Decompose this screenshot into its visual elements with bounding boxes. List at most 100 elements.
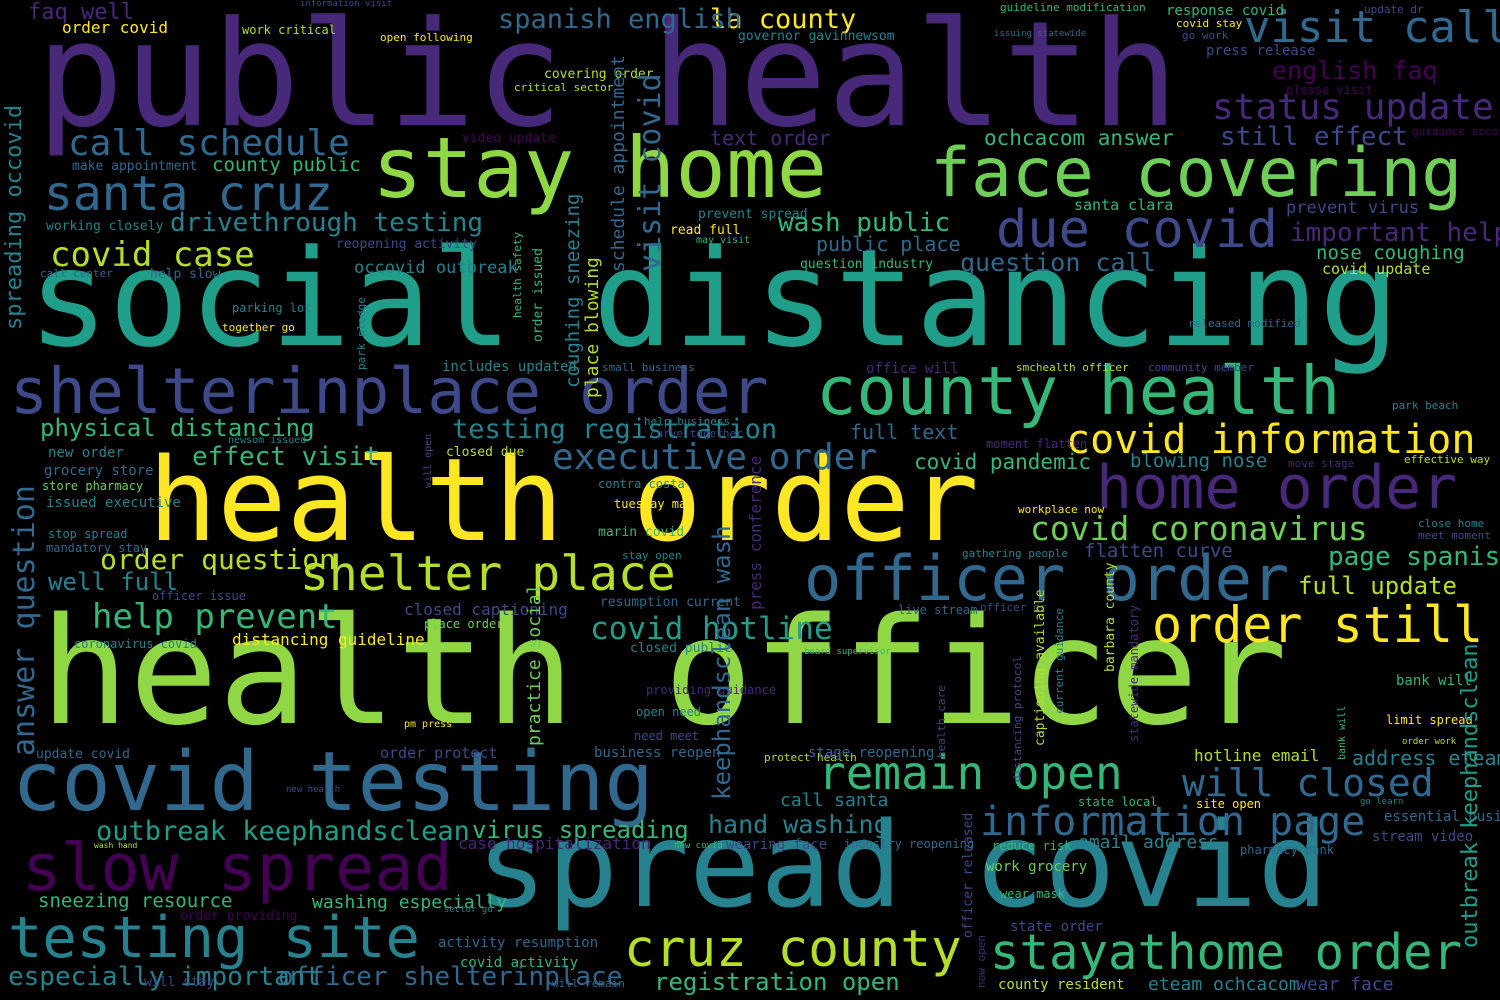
word-officer-order: officer order bbox=[804, 542, 1290, 615]
word-statewide-mandatory: barbara county bbox=[1103, 562, 1118, 672]
word-officer-shelterinplace: outbreak keephandsclean bbox=[96, 816, 470, 847]
word-wash-public: public place bbox=[816, 232, 961, 256]
word-prevent-virus: nose coughing bbox=[1316, 242, 1465, 264]
word-now-open: work grocery bbox=[986, 859, 1088, 875]
word-curve-together: help business bbox=[644, 415, 731, 428]
word-make-appointment: reopening activity bbox=[336, 237, 477, 252]
word-industry-reopening: case hospitalization bbox=[458, 834, 651, 853]
word-smchealth-officer: office will bbox=[866, 361, 959, 377]
word-order-issued: health safety bbox=[511, 231, 524, 318]
word-health-order: health order bbox=[148, 434, 979, 568]
word-answer-question: answer question bbox=[7, 485, 42, 756]
word-washing-especially: sneezing resource bbox=[38, 890, 233, 912]
word-moment-flatten: newsom issued bbox=[228, 435, 307, 446]
word-community-member: smchealth officer bbox=[1016, 361, 1129, 374]
word-english-faq: english faq bbox=[1272, 56, 1438, 85]
word-help-business: park beach bbox=[1392, 399, 1459, 412]
word-workplace-now: effective way bbox=[1404, 453, 1491, 466]
word-flatten-curve: blowing nose bbox=[1130, 450, 1268, 472]
word-email-address: call santa bbox=[780, 790, 889, 811]
word-full-text: keephandsclean wash bbox=[708, 525, 736, 800]
word-distancing-protocol: health care bbox=[935, 685, 948, 758]
word-wear-mask: officer released bbox=[961, 812, 976, 938]
word-covid-coronavirus: covid coronavirus bbox=[1030, 509, 1368, 548]
word-physical-distancing: question call bbox=[960, 248, 1156, 277]
word-slow-spread: slow spread bbox=[22, 831, 453, 906]
word-gathering-people: stay open bbox=[622, 549, 682, 562]
word-please-visit: update dr bbox=[1364, 3, 1424, 16]
word-virus-spreading: full update bbox=[1298, 572, 1457, 600]
word-information-page: information page bbox=[980, 799, 1366, 845]
word-covid-pandemic: full text bbox=[850, 420, 959, 444]
word-limit-spread: pm press bbox=[404, 719, 453, 730]
word-visit-call: visit call bbox=[1244, 2, 1500, 53]
word-testing-registration: physical distancing bbox=[40, 414, 315, 442]
word-stage-reopening: business reopen bbox=[594, 745, 721, 761]
word-important-help: faq well bbox=[28, 0, 134, 25]
word-order-question: hand washing bbox=[708, 810, 889, 839]
word-case-hospitalization: wash hand bbox=[94, 841, 138, 850]
word-question-industry: covid update bbox=[1322, 260, 1431, 278]
word-county-santa: will remain bbox=[552, 977, 625, 990]
word-county-health: county health bbox=[816, 352, 1341, 430]
word-drivethrough-testing: drivethrough testing bbox=[170, 208, 484, 238]
word-park-beach: released modified bbox=[1188, 317, 1301, 330]
word-outbreak-keephandsclean-rotated: outbreak keephandsclean bbox=[1458, 643, 1483, 948]
word-covid-stay: issuing statewide bbox=[994, 29, 1087, 39]
word-small-business: includes updated bbox=[442, 359, 577, 375]
word-full-update: page spanish bbox=[1328, 542, 1500, 572]
word-meet-moment: close home bbox=[1418, 517, 1485, 530]
word-update-dr: go work bbox=[1182, 29, 1229, 42]
word-closed-public: distancing guideline bbox=[232, 630, 425, 649]
word-practice-social: place blowing bbox=[582, 257, 603, 398]
word-covering-order: critical sector bbox=[514, 81, 614, 94]
word-spread-covid: spread covid bbox=[476, 796, 1329, 934]
word-state-local: stage reopening bbox=[808, 745, 935, 761]
word-information-visit: may visit bbox=[696, 235, 751, 246]
word-cruz-county: cruz county bbox=[624, 920, 962, 979]
word-executive-order: executive order bbox=[552, 437, 878, 478]
word-site-open: new health bbox=[286, 785, 341, 795]
word-order-still: order still bbox=[1152, 596, 1484, 654]
word-coronavirus-covid: statewide mandatory bbox=[1127, 604, 1141, 742]
word-open-need: bank will bbox=[1396, 673, 1472, 689]
word-bank-will: current guidance bbox=[1053, 608, 1066, 714]
word-may-visit: read full bbox=[670, 223, 741, 238]
word-store-pharmacy: grocery store bbox=[44, 463, 154, 479]
word-providing-guidance-rotated: bank will bbox=[1337, 705, 1348, 760]
word-live-stream: place order bbox=[424, 617, 504, 631]
word-faq-well: spanish english bbox=[498, 4, 742, 35]
word-due-covid: due covid bbox=[996, 200, 1278, 260]
word-help-slow: working closely bbox=[46, 219, 164, 234]
word-address-eteam: flatten curve bbox=[1084, 540, 1233, 562]
word-effective-way: move stage bbox=[1288, 457, 1355, 470]
word-testing-site: testing site bbox=[8, 905, 420, 971]
word-text-order: still effect bbox=[1220, 122, 1408, 152]
word-covid-information: covid information bbox=[1066, 417, 1476, 463]
word-la-county: especially important bbox=[8, 962, 322, 992]
word-call-center: help slow bbox=[150, 267, 221, 282]
word-resumption-current: officer issue bbox=[152, 589, 246, 603]
word-page-spanish: effect visit bbox=[192, 442, 380, 472]
word-closed-captioning: resumption current bbox=[600, 595, 741, 610]
word-guidance-occovid: please visit bbox=[1286, 83, 1373, 97]
word-go-work: covid stay bbox=[1176, 17, 1243, 30]
word-tuesday-may: contra costa bbox=[598, 477, 685, 491]
word-current-guidance: captioning available bbox=[1033, 589, 1048, 746]
word-business-reopen: update covid bbox=[36, 747, 130, 762]
word-health-care: board supervisor bbox=[804, 647, 891, 657]
word-shelter-place: shelter place bbox=[300, 546, 676, 602]
word-response-covid: press release bbox=[1206, 43, 1316, 59]
word-issuing-statewide: guideline modification bbox=[1000, 1, 1146, 14]
word-video-update: covering order bbox=[544, 67, 654, 82]
word-reduce-risk: wearing face bbox=[726, 837, 828, 853]
word-contra-costa: mandatory stay bbox=[46, 541, 148, 555]
word-sector-go: wear mask bbox=[1000, 887, 1066, 901]
word-blowing-nose: covid pandemic bbox=[914, 450, 1092, 474]
word-together-go: parking lot bbox=[232, 301, 312, 315]
word-grocery-store: new order bbox=[48, 445, 124, 461]
word-activity-resumption: order providing bbox=[180, 909, 298, 924]
word-hand-washing: virus spreading bbox=[472, 816, 689, 844]
word-especially-important: registration open bbox=[654, 968, 900, 996]
